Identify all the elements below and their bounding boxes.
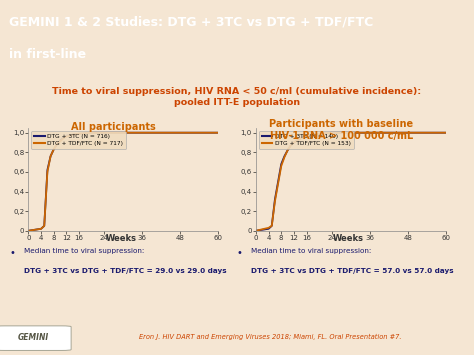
- Text: Weeks: Weeks: [333, 234, 364, 242]
- Text: Participants with baseline
HIV-1 RNA > 100 000 c/mL: Participants with baseline HIV-1 RNA > 1…: [269, 119, 413, 141]
- Text: Eron J. HIV DART and Emerging Viruses 2018; Miami, FL. Oral Presentation #7.: Eron J. HIV DART and Emerging Viruses 20…: [139, 334, 401, 340]
- Text: Median time to viral suppression:: Median time to viral suppression:: [251, 248, 372, 255]
- FancyBboxPatch shape: [0, 326, 71, 350]
- Text: DTG + 3TC vs DTG + TDF/FTC = 29.0 vs 29.0 days: DTG + 3TC vs DTG + TDF/FTC = 29.0 vs 29.…: [24, 268, 226, 274]
- Legend: DTG + 3TC (N = 716), DTG + TDF/FTC (N = 717): DTG + 3TC (N = 716), DTG + TDF/FTC (N = …: [31, 131, 126, 149]
- Text: in first-line: in first-line: [9, 48, 87, 61]
- Text: GEMINI 1 & 2 Studies: DTG + 3TC vs DTG + TDF/FTC: GEMINI 1 & 2 Studies: DTG + 3TC vs DTG +…: [9, 16, 374, 29]
- Text: GEMINI: GEMINI: [18, 333, 49, 342]
- Text: •: •: [237, 248, 243, 258]
- Text: Median time to viral suppression:: Median time to viral suppression:: [24, 248, 144, 255]
- Text: Time to viral suppression, HIV RNA < 50 c/ml (cumulative incidence):
pooled ITT-: Time to viral suppression, HIV RNA < 50 …: [53, 87, 421, 108]
- Legend: DTG + 3TC (N = 140), DTG + TDF/FTC (N = 153): DTG + 3TC (N = 140), DTG + TDF/FTC (N = …: [259, 131, 354, 149]
- Text: Weeks: Weeks: [105, 234, 137, 242]
- Text: All participants: All participants: [72, 122, 156, 132]
- Text: DTG + 3TC vs DTG + TDF/FTC = 57.0 vs 57.0 days: DTG + 3TC vs DTG + TDF/FTC = 57.0 vs 57.…: [251, 268, 454, 274]
- Text: •: •: [9, 248, 15, 258]
